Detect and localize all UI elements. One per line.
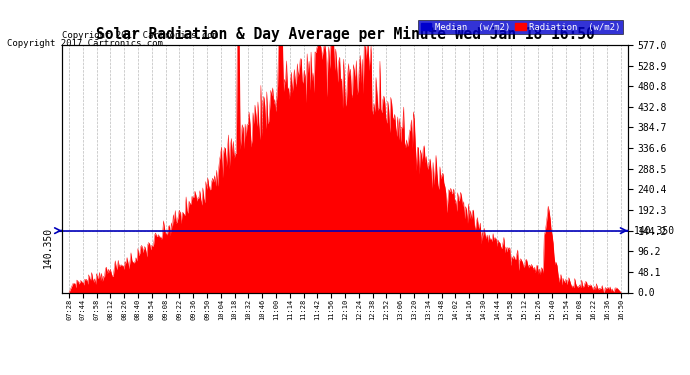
Text: Copyright 2017 Cartronics.com: Copyright 2017 Cartronics.com	[62, 31, 218, 40]
Title: Solar Radiation & Day Average per Minute Wed Jan 18 16:50: Solar Radiation & Day Average per Minute…	[96, 27, 594, 42]
Legend: Median  (w/m2), Radiation  (w/m2): Median (w/m2), Radiation (w/m2)	[418, 20, 623, 34]
Text: 140.350: 140.350	[633, 226, 675, 236]
Text: Copyright 2017 Cartronics.com: Copyright 2017 Cartronics.com	[7, 39, 163, 48]
